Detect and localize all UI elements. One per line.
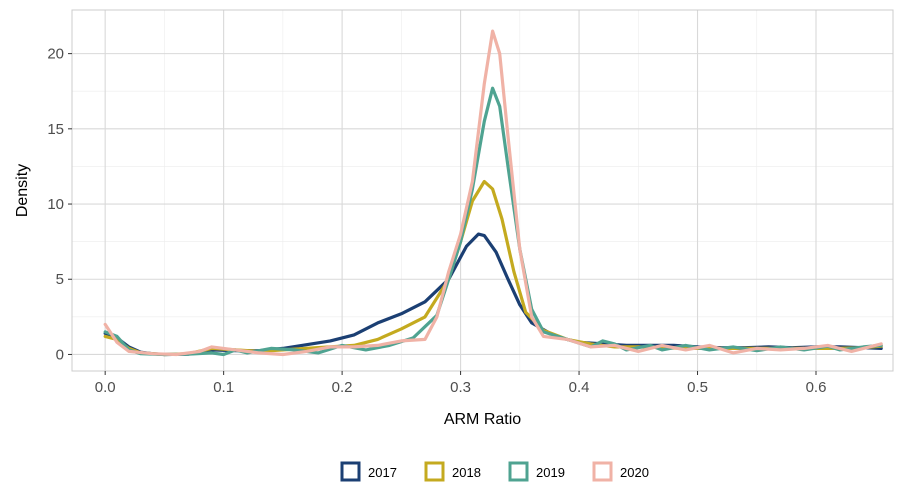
series-line-2018 — [103, 179, 883, 357]
legend-label-2020: 2020 — [620, 465, 649, 480]
legend-label-2019: 2019 — [536, 465, 565, 480]
legend-key-2018 — [424, 461, 445, 482]
y-tick-label: 10 — [47, 196, 64, 213]
series-line-2020 — [103, 29, 883, 357]
x-tick-label: 0.1 — [213, 379, 234, 396]
x-tick-label: 0.6 — [806, 379, 827, 396]
x-tick-label: 0.4 — [569, 379, 590, 396]
x-axis-title: ARM Ratio — [444, 411, 521, 428]
y-axis-title: Density — [14, 164, 31, 217]
y-tick-label: 5 — [56, 271, 64, 288]
series-lines — [103, 29, 883, 357]
legend-label-2017: 2017 — [368, 465, 397, 480]
legend-key-2020 — [592, 461, 613, 482]
legend-key-2019 — [508, 461, 529, 482]
y-tick-label: 0 — [56, 346, 64, 363]
x-tick-label: 0.2 — [332, 379, 353, 396]
legend-label-2018: 2018 — [452, 465, 481, 480]
y-axis-ticks: 0 5 10 15 20 — [47, 46, 72, 363]
y-tick-label: 20 — [47, 46, 64, 63]
legend: 2017 2018 2019 2020 — [340, 461, 649, 482]
x-tick-label: 0.3 — [450, 379, 471, 396]
x-tick-label: 0.0 — [95, 379, 116, 396]
y-tick-label: 15 — [47, 121, 64, 138]
series-line-2017 — [103, 232, 883, 357]
panel-border — [71, 9, 894, 372]
grid — [72, 10, 893, 371]
x-axis-ticks: 0.0 0.1 0.2 0.3 0.4 0.5 0.6 — [95, 371, 827, 396]
legend-key-2017 — [340, 461, 361, 482]
x-tick-label: 0.5 — [687, 379, 708, 396]
series-line-2019 — [103, 86, 883, 357]
